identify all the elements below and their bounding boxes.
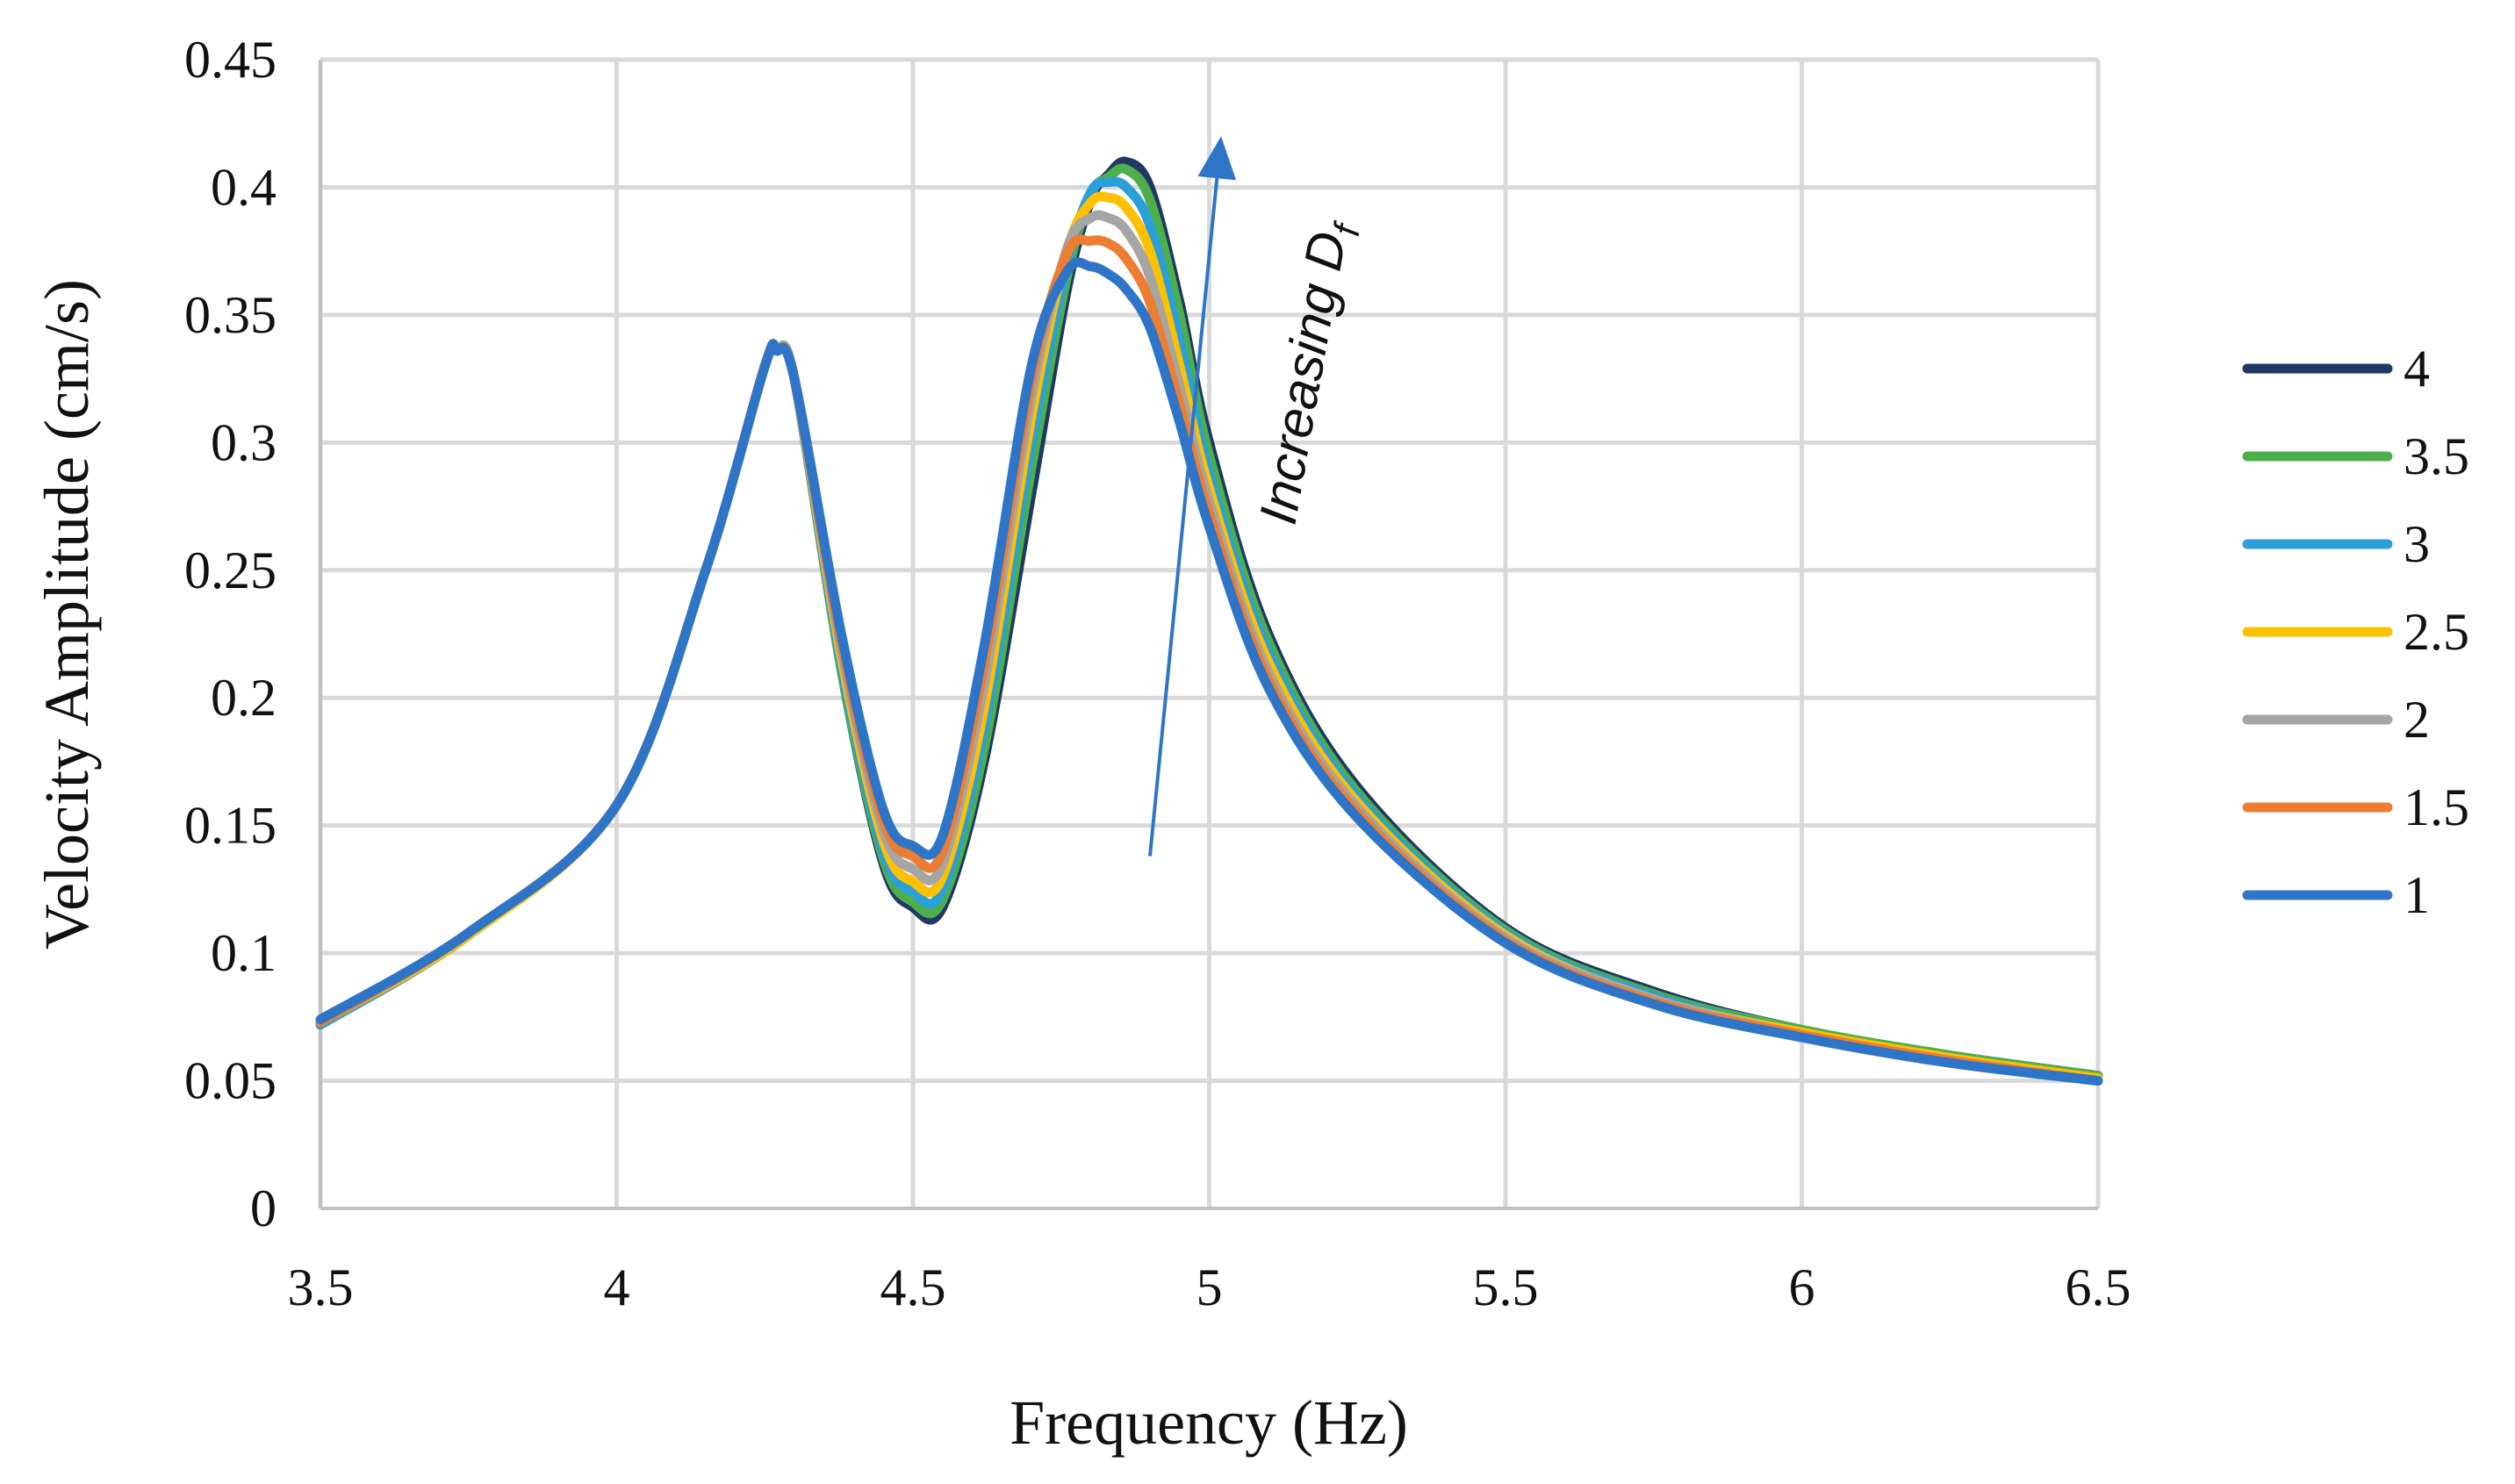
x-tick-label: 4 <box>604 1258 630 1316</box>
increasing-df-label: Increasing Df <box>1248 213 1369 530</box>
legend-label: 2 <box>2404 691 2430 749</box>
legend-label: 1 <box>2404 866 2430 924</box>
increasing-arrow-head <box>1197 136 1237 181</box>
y-tick-label: 0.15 <box>184 797 277 855</box>
y-tick-label: 0.3 <box>211 413 277 471</box>
y-axis-title: Velocity Amplitude (cm/s) <box>32 279 102 950</box>
y-tick-label: 0.2 <box>211 669 277 727</box>
increasing-arrow-line <box>1148 177 1219 857</box>
y-tick-label: 0.1 <box>211 924 277 982</box>
y-tick-labels: 0 0.05 0.1 0.15 0.2 0.25 0.3 0.35 0.4 0.45 <box>184 31 277 1237</box>
x-tick-label: 6 <box>1789 1258 1815 1316</box>
x-tick-label: 6.5 <box>2066 1258 2131 1316</box>
legend: 4 3.5 3 2.5 2 1.5 1 <box>2242 340 2469 924</box>
legend-label: 3 <box>2404 515 2430 573</box>
series-line-1 <box>315 257 2103 1086</box>
y-tick-label: 0.25 <box>184 541 277 599</box>
x-tick-label: 5 <box>1196 1258 1223 1316</box>
y-tick-label: 0.4 <box>211 158 277 216</box>
annotation: Increasing Df <box>1148 136 1369 857</box>
x-tick-label: 3.5 <box>288 1258 354 1316</box>
increasing-df-text: Increasing D <box>1248 227 1357 528</box>
legend-label: 4 <box>2404 340 2430 398</box>
y-tick-label: 0.05 <box>184 1052 277 1110</box>
y-tick-label: 0.35 <box>184 286 277 344</box>
y-tick-label: 0 <box>250 1179 277 1237</box>
legend-label: 2.5 <box>2404 603 2469 661</box>
legend-label: 3.5 <box>2404 427 2469 485</box>
x-tick-label: 4.5 <box>880 1258 946 1316</box>
x-tick-label: 5.5 <box>1473 1258 1539 1316</box>
legend-label: 1.5 <box>2404 778 2469 836</box>
y-tick-label: 0.45 <box>184 31 277 89</box>
x-axis-title: Frequency (Hz) <box>1010 1387 1408 1458</box>
x-tick-labels: 3.5 4 4.5 5 5.5 6 6.5 <box>288 1258 2131 1316</box>
data-series <box>315 156 2103 1086</box>
